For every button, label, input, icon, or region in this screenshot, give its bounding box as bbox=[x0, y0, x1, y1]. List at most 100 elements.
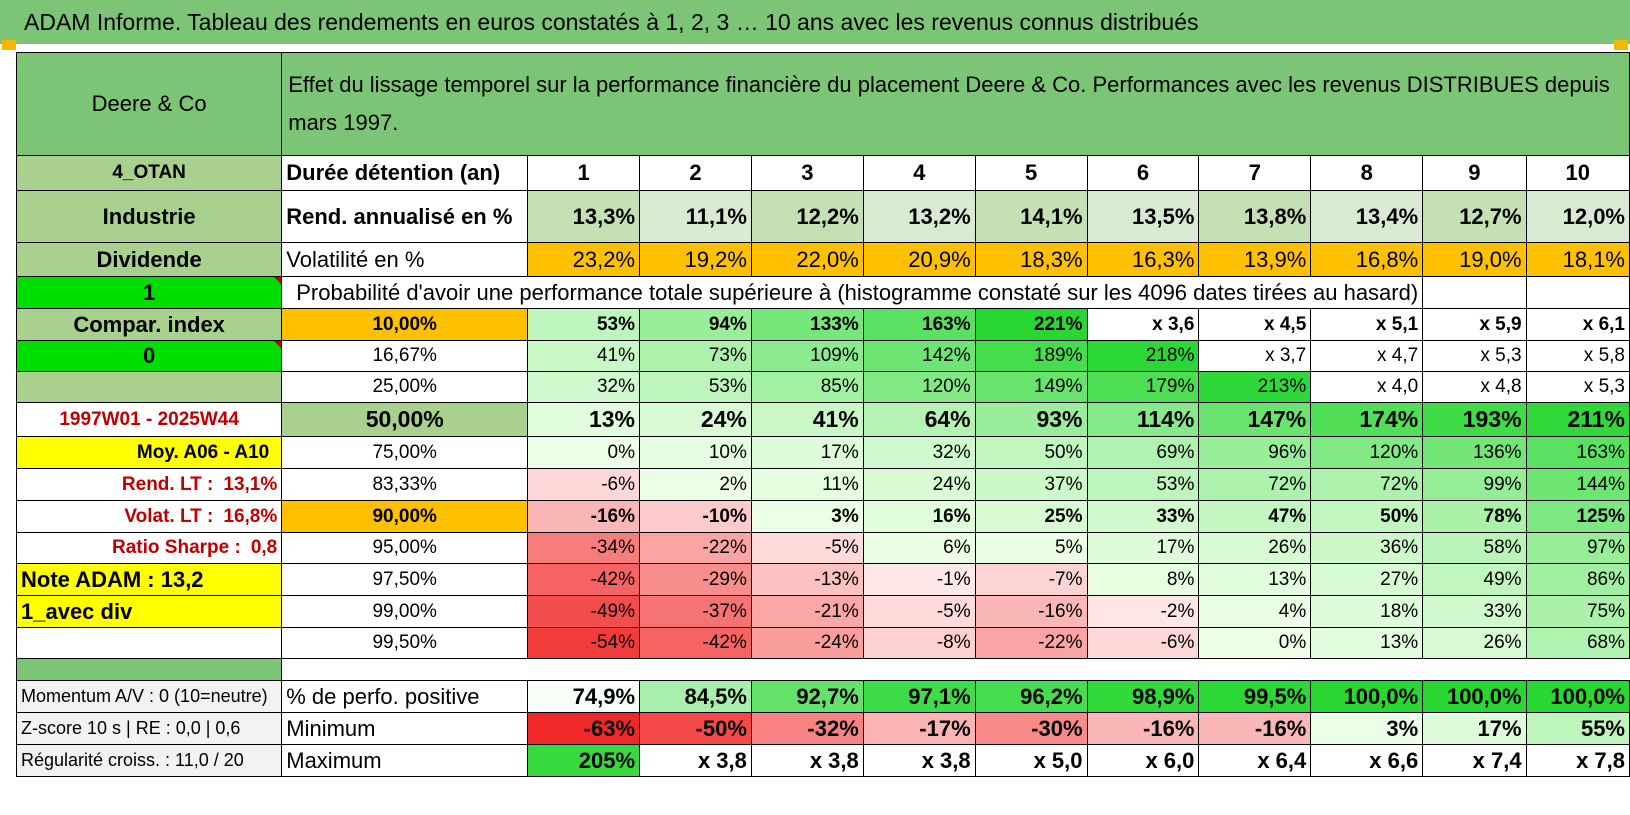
volatility-value: 19,0% bbox=[1422, 242, 1527, 277]
probability-cell: 8% bbox=[1086, 563, 1200, 596]
probability-cell: 10% bbox=[639, 436, 752, 469]
probability-cell: 120% bbox=[862, 371, 976, 403]
long-term-volatility-value: 16,8% bbox=[223, 505, 278, 527]
probability-cell: 24% bbox=[639, 402, 752, 437]
probability-cell: x 6,1 bbox=[1525, 308, 1630, 341]
year-header-9: 9 bbox=[1422, 155, 1527, 191]
maximum-value: x 3,8 bbox=[639, 744, 752, 777]
period-label: 1997W01 - 2025W44 bbox=[15, 402, 283, 437]
probability-threshold: 25,00% bbox=[281, 371, 529, 403]
zscore-label: Z-score 10 s | RE : 0,0 | 0,6 bbox=[15, 712, 283, 745]
probability-cell: 144% bbox=[1525, 468, 1630, 501]
year-header-5: 5 bbox=[974, 155, 1088, 191]
annual-return-value: 13,2% bbox=[862, 190, 976, 243]
minimum-label: Minimum bbox=[281, 712, 529, 745]
probability-cell: 149% bbox=[974, 371, 1088, 403]
probability-cell: 189% bbox=[974, 340, 1088, 372]
probability-cell: 53% bbox=[1086, 468, 1200, 501]
annual-return-value: 14,1% bbox=[974, 190, 1088, 243]
probability-threshold: 75,00% bbox=[281, 436, 529, 469]
empty-cell bbox=[1525, 276, 1630, 309]
probability-threshold: 50,00% bbox=[281, 402, 529, 437]
probability-cell: x 3,7 bbox=[1198, 340, 1312, 372]
long-term-volatility-label: Volat. LT : bbox=[124, 505, 214, 527]
annual-return-value: 12,0% bbox=[1525, 190, 1630, 243]
minimum-value: -16% bbox=[1198, 712, 1312, 745]
maximum-value: x 7,8 bbox=[1525, 744, 1630, 777]
probability-cell: 120% bbox=[1310, 436, 1424, 469]
probability-threshold: 99,50% bbox=[281, 627, 529, 659]
probability-cell: -6% bbox=[1086, 627, 1200, 659]
probability-cell: 73% bbox=[639, 340, 752, 372]
probability-cell: 86% bbox=[1525, 563, 1630, 596]
probability-cell: 193% bbox=[1422, 402, 1527, 437]
volatility-value: 16,8% bbox=[1310, 242, 1424, 277]
probability-threshold: 10,00% bbox=[281, 308, 529, 341]
probability-cell: -21% bbox=[750, 595, 864, 628]
year-header-2: 2 bbox=[639, 155, 752, 191]
probability-cell: 0% bbox=[1198, 627, 1312, 659]
probability-cell: 41% bbox=[750, 402, 864, 437]
volatility-value: 16,3% bbox=[1086, 242, 1200, 277]
probability-cell: 17% bbox=[750, 436, 864, 469]
positive-performance-value: 98,9% bbox=[1086, 680, 1200, 713]
probability-cell: 53% bbox=[527, 308, 641, 341]
annual-return-value: 11,1% bbox=[639, 190, 752, 243]
probability-cell: 41% bbox=[527, 340, 641, 372]
empty-side-cell bbox=[15, 371, 283, 403]
report-title: ADAM Informe. Tableau des rendements en … bbox=[0, 0, 1630, 44]
probability-cell: 147% bbox=[1198, 402, 1312, 437]
maximum-value: x 6,0 bbox=[1086, 744, 1200, 777]
probability-cell: x 5,3 bbox=[1422, 340, 1527, 372]
probability-cell: 50% bbox=[1310, 500, 1424, 533]
volatility-value: 20,9% bbox=[862, 242, 976, 277]
volatility-value: 22,0% bbox=[750, 242, 864, 277]
probability-cell: -22% bbox=[639, 532, 752, 564]
probability-cell: 32% bbox=[527, 371, 641, 403]
sharpe-ratio: Ratio Sharpe : 0,8 bbox=[15, 532, 283, 564]
probability-cell: 78% bbox=[1422, 500, 1527, 533]
probability-cell: x 4,7 bbox=[1310, 340, 1424, 372]
empty-cell bbox=[1422, 276, 1527, 309]
probability-cell: -13% bbox=[750, 563, 864, 596]
annual-return-value: 13,8% bbox=[1198, 190, 1312, 243]
probability-cell: 53% bbox=[639, 371, 752, 403]
probability-cell: 25% bbox=[974, 500, 1088, 533]
maximum-value: x 3,8 bbox=[750, 744, 864, 777]
probability-cell: x 4,5 bbox=[1198, 308, 1312, 341]
probability-cell: -16% bbox=[974, 595, 1088, 628]
probability-cell: 33% bbox=[1086, 500, 1200, 533]
positive-performance-value: 96,2% bbox=[974, 680, 1088, 713]
compar-index-label: Compar. index bbox=[15, 308, 283, 341]
probability-cell: 33% bbox=[1422, 595, 1527, 628]
probability-cell: 221% bbox=[974, 308, 1088, 341]
probability-cell: 37% bbox=[974, 468, 1088, 501]
probability-cell: -22% bbox=[974, 627, 1088, 659]
dividend-label: Dividende bbox=[15, 242, 283, 277]
probability-cell: x 4,0 bbox=[1310, 371, 1424, 403]
probability-cell: -29% bbox=[639, 563, 752, 596]
probability-cell: -24% bbox=[750, 627, 864, 659]
probability-cell: 179% bbox=[1086, 371, 1200, 403]
probability-cell: 93% bbox=[974, 402, 1088, 437]
year-header-8: 8 bbox=[1310, 155, 1424, 191]
volatility-value: 18,1% bbox=[1525, 242, 1630, 277]
with-dividend-label: 1_avec div bbox=[15, 595, 283, 628]
annual-return-label: Rend. annualisé en % bbox=[281, 190, 529, 243]
probability-cell: 96% bbox=[1198, 436, 1312, 469]
probability-cell: 125% bbox=[1525, 500, 1630, 533]
long-term-return-value: 13,1% bbox=[223, 473, 278, 495]
sharpe-ratio-label: Ratio Sharpe : bbox=[112, 537, 241, 558]
probability-cell: x 3,6 bbox=[1086, 308, 1200, 341]
probability-cell: 163% bbox=[1525, 436, 1630, 469]
probability-cell: -5% bbox=[750, 532, 864, 564]
probability-cell: 50% bbox=[974, 436, 1088, 469]
sharpe-ratio-value: 0,8 bbox=[250, 537, 278, 558]
probability-cell: 64% bbox=[862, 402, 976, 437]
probability-cell: -8% bbox=[862, 627, 976, 659]
probability-cell: -7% bbox=[974, 563, 1088, 596]
performance-table: Deere & Co Effet du lissage temporel sur… bbox=[15, 52, 1630, 777]
probability-cell: x 5,8 bbox=[1525, 340, 1630, 372]
annual-return-value: 13,3% bbox=[527, 190, 641, 243]
probability-threshold: 16,67% bbox=[281, 340, 529, 372]
